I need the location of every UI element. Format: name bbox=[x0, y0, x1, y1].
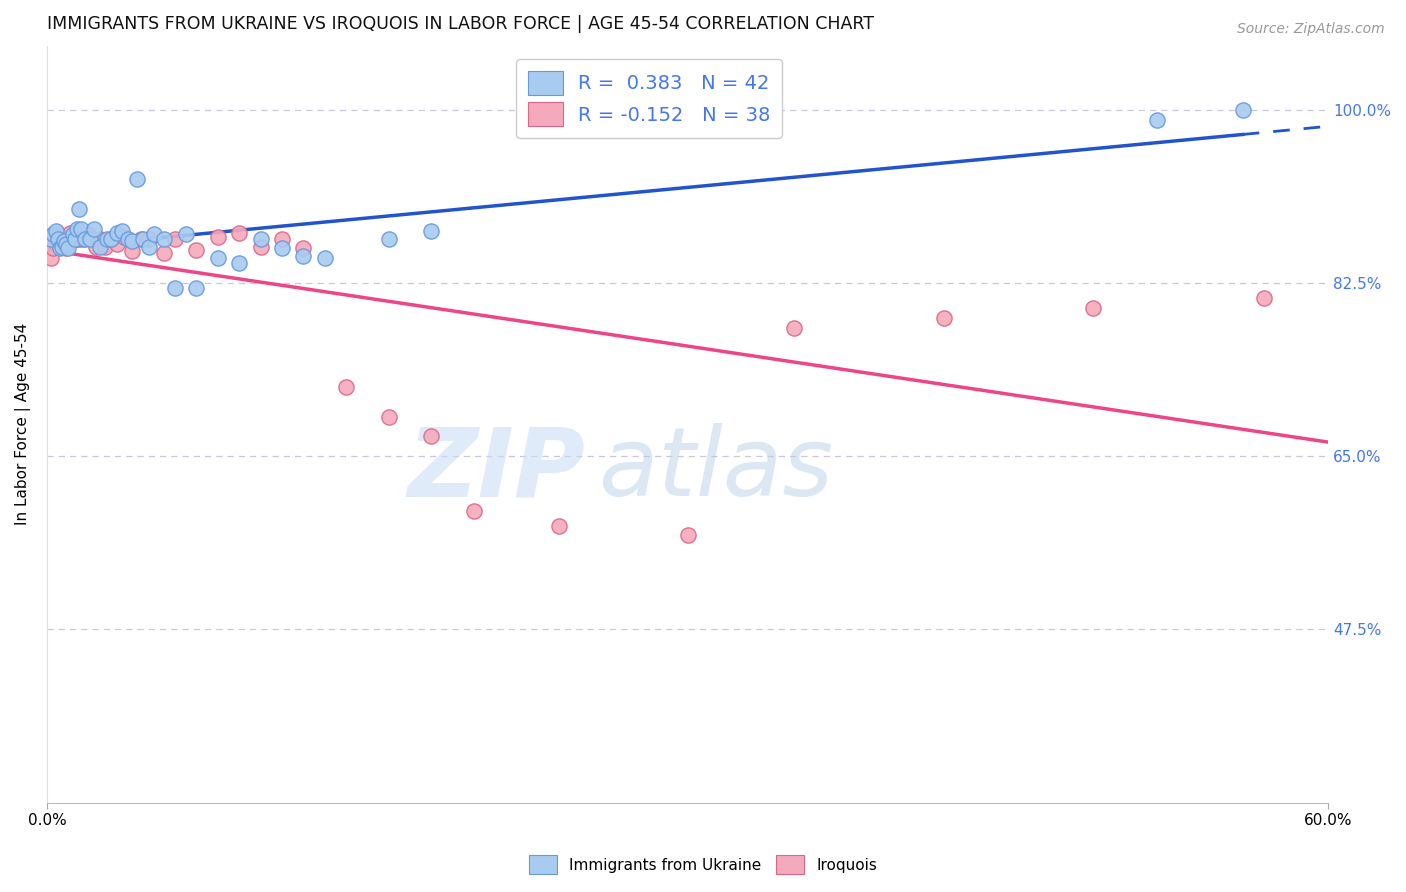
Point bbox=[42, 227, 65, 241]
Text: ZIP: ZIP bbox=[408, 423, 585, 516]
Point bbox=[46, 227, 69, 241]
Point bbox=[548, 518, 571, 533]
Point bbox=[59, 226, 82, 240]
Point bbox=[165, 231, 187, 245]
Point bbox=[49, 242, 72, 256]
Point bbox=[107, 236, 129, 251]
Point bbox=[66, 221, 89, 235]
Point bbox=[228, 226, 250, 240]
Point bbox=[80, 231, 103, 245]
Point bbox=[55, 242, 77, 256]
Point bbox=[138, 231, 160, 245]
Point bbox=[138, 239, 160, 253]
Point bbox=[165, 281, 187, 295]
Point bbox=[111, 224, 134, 238]
Point bbox=[292, 242, 315, 256]
Point bbox=[72, 231, 94, 245]
Point bbox=[783, 320, 806, 334]
Point bbox=[53, 234, 76, 248]
Point bbox=[420, 224, 443, 238]
Point bbox=[63, 231, 86, 245]
Point bbox=[51, 239, 73, 253]
Point bbox=[55, 236, 77, 251]
Point bbox=[1146, 112, 1168, 127]
Point bbox=[249, 231, 271, 245]
Point bbox=[292, 249, 315, 263]
Point bbox=[314, 252, 336, 266]
Point bbox=[125, 172, 148, 186]
Point bbox=[132, 231, 155, 245]
Point bbox=[83, 221, 105, 235]
Point bbox=[100, 231, 122, 245]
Point bbox=[153, 246, 176, 260]
Point bbox=[42, 242, 65, 256]
Point bbox=[39, 231, 62, 245]
Point bbox=[62, 227, 84, 241]
Text: IMMIGRANTS FROM UKRAINE VS IROQUOIS IN LABOR FORCE | AGE 45-54 CORRELATION CHART: IMMIGRANTS FROM UKRAINE VS IROQUOIS IN L… bbox=[46, 15, 875, 33]
Point bbox=[70, 221, 93, 235]
Point bbox=[207, 229, 229, 244]
Y-axis label: In Labor Force | Age 45-54: In Labor Force | Age 45-54 bbox=[15, 323, 31, 525]
Point bbox=[463, 503, 485, 517]
Point bbox=[142, 227, 165, 241]
Point bbox=[75, 231, 97, 245]
Text: Source: ZipAtlas.com: Source: ZipAtlas.com bbox=[1237, 22, 1385, 37]
Point bbox=[67, 231, 90, 245]
Text: atlas: atlas bbox=[598, 423, 832, 516]
Point bbox=[63, 231, 86, 245]
Point bbox=[1232, 103, 1254, 117]
Point bbox=[107, 226, 129, 240]
Point bbox=[129, 231, 152, 245]
Point bbox=[249, 239, 271, 253]
Point bbox=[270, 242, 292, 256]
Point bbox=[377, 409, 399, 424]
Point bbox=[96, 231, 118, 245]
Point bbox=[207, 252, 229, 266]
Point bbox=[377, 231, 399, 245]
Point bbox=[89, 231, 111, 245]
Point bbox=[89, 239, 111, 253]
Point bbox=[100, 231, 122, 245]
Point bbox=[676, 528, 699, 542]
Point bbox=[46, 231, 69, 245]
Point bbox=[51, 231, 73, 245]
Point bbox=[1253, 291, 1275, 305]
Point bbox=[93, 239, 115, 253]
Point bbox=[117, 231, 139, 245]
Legend: Immigrants from Ukraine, Iroquois: Immigrants from Ukraine, Iroquois bbox=[523, 849, 883, 880]
Point bbox=[186, 244, 208, 258]
Point bbox=[270, 231, 292, 245]
Legend: R =  0.383   N = 42, R = -0.152   N = 38: R = 0.383 N = 42, R = -0.152 N = 38 bbox=[516, 59, 782, 137]
Point bbox=[1083, 301, 1105, 315]
Point bbox=[420, 429, 443, 443]
Point bbox=[228, 256, 250, 270]
Point bbox=[39, 252, 62, 266]
Point bbox=[84, 239, 107, 253]
Point bbox=[121, 244, 143, 259]
Point bbox=[58, 242, 80, 256]
Point bbox=[121, 234, 143, 248]
Point bbox=[932, 310, 955, 325]
Point bbox=[44, 224, 66, 238]
Point bbox=[79, 231, 101, 245]
Point bbox=[76, 227, 98, 241]
Point bbox=[153, 231, 176, 245]
Point bbox=[67, 202, 90, 216]
Point bbox=[174, 227, 197, 241]
Point bbox=[335, 380, 357, 394]
Point bbox=[186, 281, 208, 295]
Point bbox=[112, 229, 135, 244]
